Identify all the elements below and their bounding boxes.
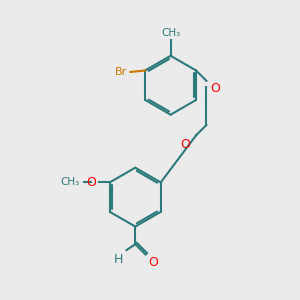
- Text: O: O: [86, 176, 96, 189]
- Text: Br: Br: [115, 67, 128, 77]
- Text: CH₃: CH₃: [161, 28, 180, 38]
- Text: H: H: [114, 253, 124, 266]
- Text: O: O: [180, 138, 190, 151]
- Text: O: O: [148, 256, 158, 269]
- Text: O: O: [210, 82, 220, 95]
- Text: CH₃: CH₃: [61, 177, 80, 188]
